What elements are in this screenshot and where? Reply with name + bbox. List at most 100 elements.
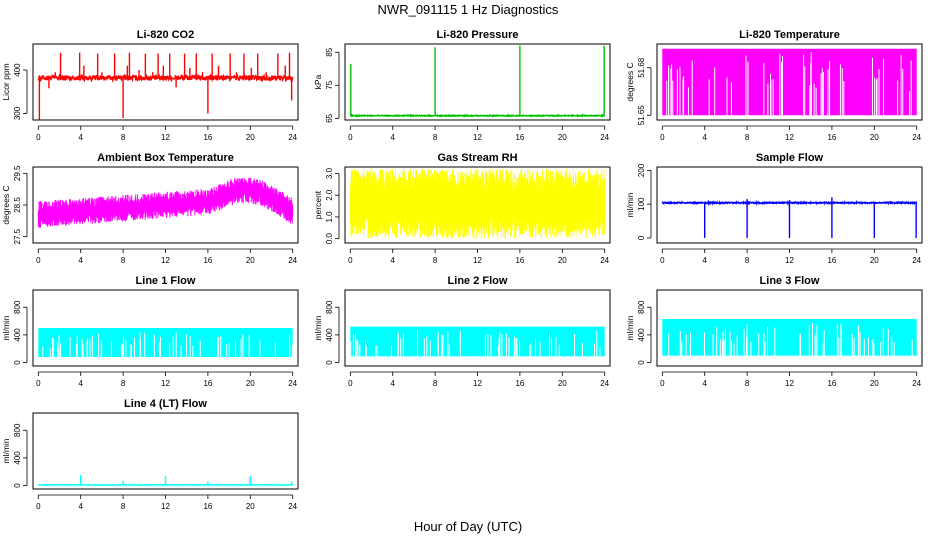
x-tick-label: 8 [433, 133, 438, 142]
x-tick-label: 24 [600, 379, 609, 388]
x-tick-label: 24 [912, 133, 921, 142]
plot-frame [32, 412, 299, 490]
panel-title: Li-820 Temperature [739, 29, 840, 41]
y-tick-label: 0 [13, 483, 22, 488]
x-tick-label: 12 [785, 133, 794, 142]
y-tick-label: 800 [13, 300, 22, 314]
plot-frame [344, 289, 611, 367]
chart-panel: Li-820 CO2 Licor ppm 0 4 8 12 16 20 24 300 400 [1, 29, 299, 142]
data-series [38, 328, 293, 358]
y-tick-label: 27.5 [13, 228, 22, 244]
x-tick-label: 24 [288, 256, 297, 265]
panel-title: Li-820 Pressure [437, 29, 519, 41]
x-tick-label: 16 [515, 379, 524, 388]
x-tick-label: 4 [390, 256, 395, 265]
x-tick-label: 8 [121, 133, 126, 142]
x-tick-label: 0 [36, 256, 41, 265]
data-series [349, 169, 606, 239]
x-tick-label: 8 [745, 256, 750, 265]
x-tick-label: 8 [433, 256, 438, 265]
x-tick-label: 0 [660, 256, 665, 265]
x-tick-label: 0 [660, 379, 665, 388]
y-tick-label: 0.0 [325, 233, 334, 245]
x-tick-label: 8 [745, 133, 750, 142]
x-tick-label: 24 [600, 256, 609, 265]
panel-title: Line 3 Flow [760, 275, 820, 287]
x-tick-label: 12 [473, 379, 482, 388]
x-tick-label: 4 [78, 256, 83, 265]
x-tick-label: 4 [78, 379, 83, 388]
y-tick-label: 29.5 [13, 165, 22, 181]
plot-frame [32, 289, 299, 367]
panel-title: Line 4 (LT) Flow [124, 398, 207, 410]
x-tick-label: 12 [161, 133, 170, 142]
x-tick-label: 4 [702, 133, 707, 142]
panel-title: Ambient Box Temperature [97, 152, 234, 164]
x-tick-label: 8 [121, 502, 126, 511]
x-tick-label: 24 [288, 133, 297, 142]
y-tick-label: 400 [13, 63, 22, 77]
data-trace [37, 177, 294, 228]
y-tick-label: 75 [325, 80, 334, 89]
plot-frame [656, 166, 923, 244]
data-series [349, 45, 605, 119]
x-tick-label: 16 [827, 256, 836, 265]
x-tick-label: 8 [745, 379, 750, 388]
x-tick-label: 0 [660, 133, 665, 142]
x-tick-label: 24 [912, 379, 921, 388]
x-tick-label: 24 [288, 502, 297, 511]
x-tick-label: 20 [870, 133, 879, 142]
x-tick-label: 12 [473, 256, 482, 265]
data-series [37, 475, 294, 487]
chart-panel: Li-820 Pressure kPa 0 4 8 12 16 20 24 65 75 85 [313, 29, 611, 142]
x-tick-label: 20 [870, 256, 879, 265]
x-tick-label: 24 [912, 256, 921, 265]
panel-title: Line 1 Flow [136, 275, 196, 287]
y-tick-label: 800 [637, 300, 646, 314]
figure-title: NWR_091115 1 Hz Diagnostics [378, 2, 559, 17]
data-series [37, 177, 294, 228]
chart-panel: Line 4 (LT) Flow ml/min 0 4 8 12 16 20 24 0 400 800 [1, 398, 299, 511]
x-tick-label: 20 [558, 133, 567, 142]
y-tick-label: 0 [325, 360, 334, 365]
x-tick-label: 4 [702, 379, 707, 388]
x-tick-label: 0 [36, 133, 41, 142]
plot-frame [656, 289, 923, 367]
x-tick-label: 12 [161, 379, 170, 388]
y-tick-label: 28.5 [13, 197, 22, 213]
x-tick-label: 4 [702, 256, 707, 265]
x-tick-label: 16 [515, 133, 524, 142]
x-tick-label: 8 [121, 256, 126, 265]
data-band [662, 319, 917, 356]
y-tick-label: 0 [637, 235, 646, 240]
data-series [661, 197, 918, 238]
y-tick-label: 0 [13, 360, 22, 365]
data-trace [37, 72, 294, 83]
chart-panel: Gas Stream RH percent 0 4 8 12 16 20 24 0.0 1.0 2.0… [313, 152, 611, 265]
x-tick-label: 8 [121, 379, 126, 388]
y-tick-label: 0 [637, 360, 646, 365]
x-tick-label: 20 [246, 133, 255, 142]
y-tick-label: 400 [13, 451, 22, 465]
y-axis-label: ml/min [1, 315, 11, 340]
x-tick-label: 12 [785, 256, 794, 265]
y-tick-label: 2.0 [325, 189, 334, 201]
x-tick-label: 24 [288, 379, 297, 388]
x-tick-label: 24 [600, 133, 609, 142]
data-band [350, 326, 605, 357]
panel-title: Gas Stream RH [437, 152, 517, 164]
data-trace [349, 113, 605, 119]
x-tick-label: 16 [203, 256, 212, 265]
y-axis-label: ml/min [625, 315, 635, 340]
panel-title: Sample Flow [756, 152, 824, 164]
x-tick-label: 20 [246, 502, 255, 511]
x-tick-label: 16 [515, 256, 524, 265]
chart-panel: Line 1 Flow ml/min 0 4 8 12 16 20 24 0 400 800 [1, 275, 299, 388]
x-tick-label: 12 [473, 133, 482, 142]
x-tick-label: 12 [161, 502, 170, 511]
y-tick-label: 400 [325, 328, 334, 342]
x-tick-label: 20 [246, 256, 255, 265]
chart-panel: Li-820 Temperature degrees C 0 4 8 12 16 20 24 51… [625, 29, 923, 142]
y-tick-label: 51.65 [637, 105, 646, 126]
